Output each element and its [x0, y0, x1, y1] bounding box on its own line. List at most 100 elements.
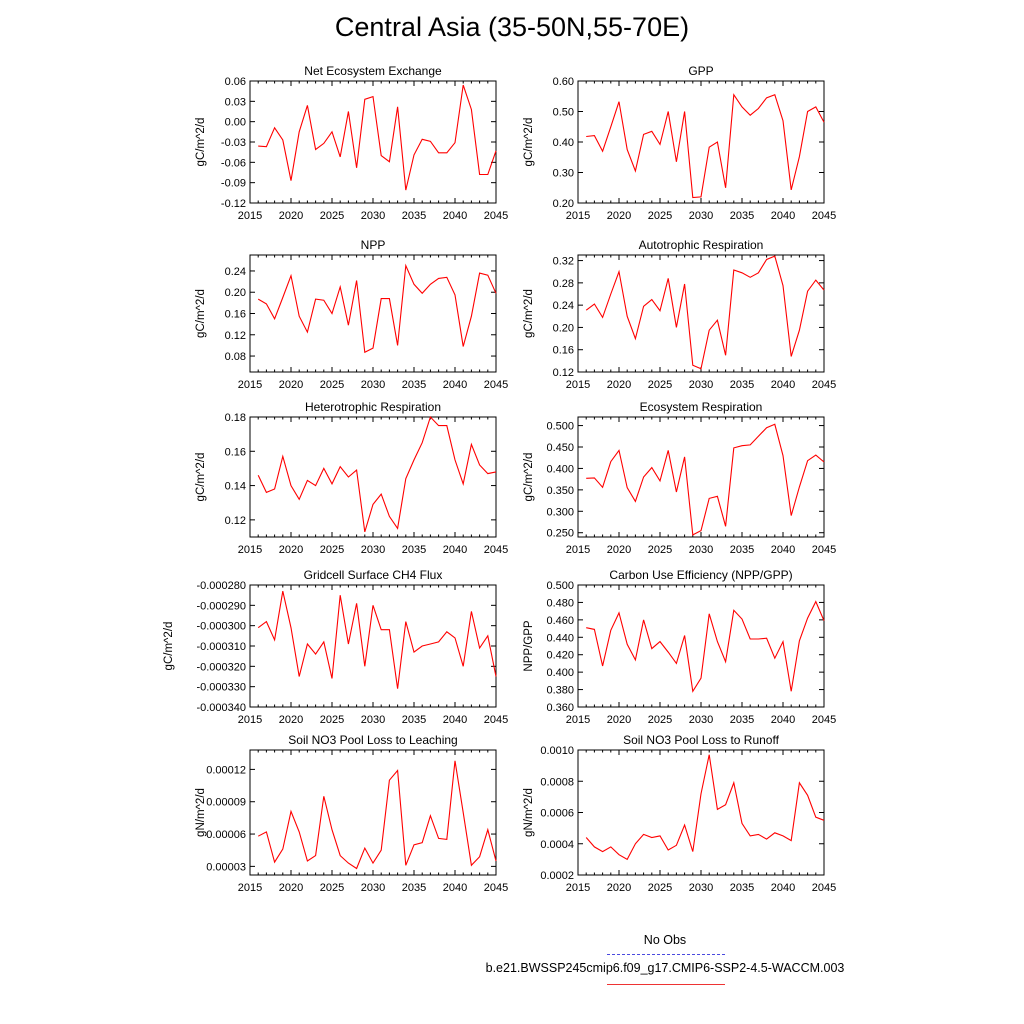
series-line: [257, 263, 497, 354]
x-tick-label: 2020: [607, 210, 631, 222]
x-tick-label: 2025: [320, 714, 344, 726]
y-tick-label: 0.50: [553, 107, 574, 119]
x-tick-label: 2020: [279, 714, 303, 726]
plot-frame: [577, 584, 825, 708]
x-tick-label: 2015: [566, 210, 590, 222]
x-tick-label: 2030: [689, 379, 713, 391]
y-tick-label: 0.06: [225, 76, 246, 88]
legend-obs-line: [607, 954, 725, 955]
y-tick-label: 0.400: [546, 463, 574, 475]
x-tick-label: 2040: [443, 714, 467, 726]
y-tick-label: 0.480: [546, 597, 574, 609]
x-tick-label: 2045: [484, 544, 508, 556]
y-tick-label: -0.000330: [196, 682, 246, 694]
y-tick-label: 0.60: [553, 76, 574, 88]
y-tick-label: 0.300: [546, 506, 574, 518]
x-tick-label: 2035: [402, 714, 426, 726]
panel-4: Autotrophic Respiration gC/m^2/d 2015 2020 2…: [523, 238, 836, 391]
y-tick-label: 0.16: [553, 345, 574, 357]
y-tick-label: 0.500: [546, 580, 574, 592]
y-tick-label: 0.20: [225, 287, 246, 299]
x-tick-label: 2030: [689, 714, 713, 726]
y-tick-label: 0.0006: [540, 808, 574, 820]
x-tick-label: 2035: [730, 544, 754, 556]
series-line: [586, 93, 825, 199]
x-tick-label: 2025: [648, 379, 672, 391]
x-tick-label: 2025: [320, 882, 344, 894]
y-tick-label: 0.00003: [206, 861, 246, 873]
x-tick-label: 2020: [279, 882, 303, 894]
y-tick-label: 0.400: [546, 667, 574, 679]
y-tick-label: 0.0010: [540, 745, 574, 757]
y-axis-label: gC/m^2/d: [523, 453, 535, 502]
y-tick-label: -0.03: [221, 137, 246, 149]
y-tick-label: 0.460: [546, 615, 574, 627]
y-tick-label: -0.000300: [196, 621, 246, 633]
panel-8: Carbon Use Efficiency (NPP/GPP) NPP/GPP 20…: [523, 568, 836, 726]
x-tick-label: 2025: [648, 714, 672, 726]
series-line: [586, 600, 825, 693]
panel-title: Carbon Use Efficiency (NPP/GPP): [609, 568, 792, 582]
x-tick-label: 2015: [238, 882, 262, 894]
x-tick-label: 2015: [238, 210, 262, 222]
x-tick-label: 2030: [689, 882, 713, 894]
plot-frame: [577, 80, 825, 204]
x-tick-label: 2045: [484, 882, 508, 894]
x-tick-label: 2015: [566, 544, 590, 556]
x-tick-label: 2015: [566, 714, 590, 726]
x-tick-label: 2035: [402, 882, 426, 894]
x-tick-label: 2020: [279, 544, 303, 556]
panel-title: Gridcell Surface CH4 Flux: [304, 568, 443, 582]
panel-title: Autotrophic Respiration: [639, 238, 764, 252]
y-axis-label: gC/m^2/d: [195, 289, 207, 338]
panel-7: Gridcell Surface CH4 Flux gC/m^2/d 2015 202…: [163, 568, 508, 726]
y-axis-label: gN/m^2/d: [195, 788, 207, 837]
panel-5: Heterotrophic Respiration gC/m^2/d 2015 202…: [195, 400, 508, 556]
y-tick-label: 0.0002: [540, 870, 574, 882]
x-tick-label: 2040: [771, 379, 795, 391]
y-tick-label: 0.28: [553, 278, 574, 290]
x-tick-label: 2045: [484, 714, 508, 726]
x-tick-label: 2040: [443, 882, 467, 894]
plot-frame: [577, 254, 825, 373]
plot-frame: [577, 416, 825, 538]
x-tick-label: 2025: [320, 379, 344, 391]
panel-9: Soil NO3 Pool Loss to Leaching gN/m^2/d 20…: [195, 733, 508, 894]
x-tick-label: 2045: [484, 210, 508, 222]
y-tick-label: 0.24: [553, 300, 574, 312]
x-tick-label: 2015: [238, 714, 262, 726]
legend-model-label: b.e21.BWSSP245cmip6.f09_g17.CMIP6-SSP2-4…: [485, 961, 845, 975]
panel-6: Ecosystem Respiration gC/m^2/d 2015 2020 202…: [523, 400, 836, 556]
x-tick-label: 2045: [812, 210, 836, 222]
x-tick-label: 2035: [402, 544, 426, 556]
x-tick-label: 2025: [648, 210, 672, 222]
y-tick-label: 0.18: [225, 412, 246, 424]
x-tick-label: 2040: [771, 544, 795, 556]
legend-model-line: [607, 984, 725, 985]
x-tick-label: 2030: [689, 210, 713, 222]
x-tick-label: 2015: [238, 379, 262, 391]
y-axis-label: gC/m^2/d: [523, 118, 535, 167]
x-tick-label: 2045: [812, 544, 836, 556]
y-axis-label: gC/m^2/d: [523, 289, 535, 338]
panel-title: Soil NO3 Pool Loss to Leaching: [288, 733, 457, 747]
x-tick-label: 2030: [361, 714, 385, 726]
x-tick-label: 2020: [607, 882, 631, 894]
y-tick-label: -0.000310: [196, 641, 246, 653]
plot-frame: [249, 254, 497, 373]
x-tick-label: 2035: [730, 882, 754, 894]
y-tick-label: 0.500: [546, 421, 574, 433]
y-tick-label: -0.09: [221, 178, 246, 190]
x-tick-label: 2030: [361, 379, 385, 391]
y-axis-label: NPP/GPP: [523, 620, 535, 671]
y-tick-label: 0.20: [553, 198, 574, 210]
x-tick-label: 2020: [279, 210, 303, 222]
y-tick-label: 0.360: [546, 702, 574, 714]
y-tick-label: 0.16: [225, 309, 246, 321]
y-tick-label: -0.06: [221, 157, 246, 169]
panel-title: GPP: [688, 64, 713, 78]
y-axis-label: gC/m^2/d: [195, 453, 207, 502]
y-tick-label: 0.24: [225, 266, 246, 278]
y-tick-label: -0.000340: [196, 702, 246, 714]
